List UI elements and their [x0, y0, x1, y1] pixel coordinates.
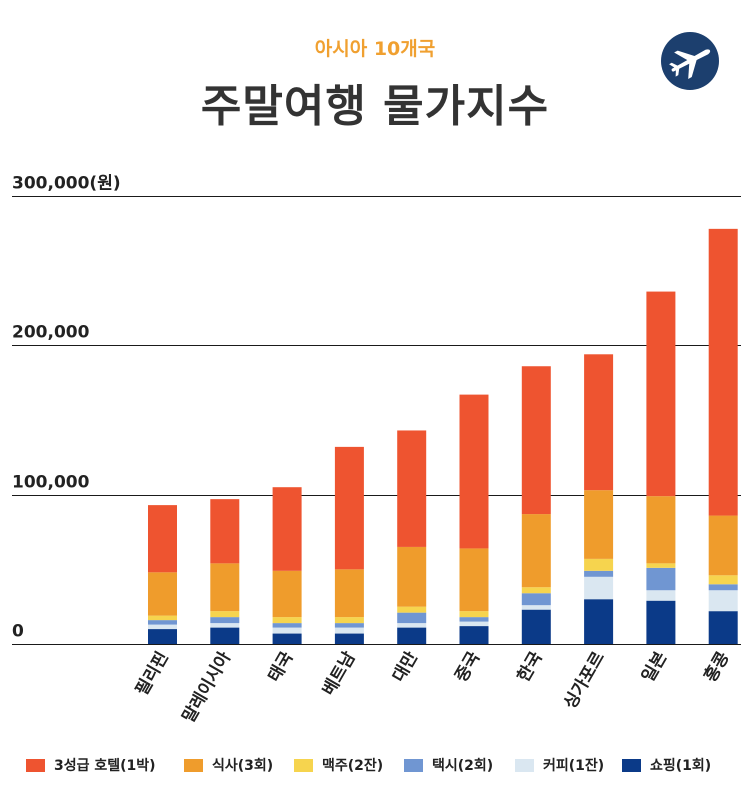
legend-label: 맥주(2잔)	[322, 758, 384, 774]
bar-segment-hotel	[148, 505, 177, 573]
airplane-icon	[661, 32, 719, 90]
legend-item-taxi: 택시(2회)	[404, 755, 493, 775]
bar-segment-hotel	[459, 394, 489, 549]
bar-segment-coffee	[459, 621, 489, 627]
bar-segment-beer	[708, 575, 738, 585]
bar-segment-hotel	[708, 228, 738, 516]
bar-segment-taxi	[148, 620, 177, 625]
x-tick-label: 베트남	[319, 648, 360, 699]
bar-segment-shopping	[584, 599, 614, 644]
bar-segment-coffee	[397, 623, 427, 628]
x-tick-label: 싱가포르	[560, 648, 609, 712]
bar-segment-coffee	[708, 590, 738, 612]
bar-segment-taxi	[521, 593, 551, 606]
y-tick-label: 0	[12, 622, 24, 642]
bar-segment-shopping	[646, 600, 676, 644]
bar-segment-meal	[646, 496, 676, 564]
bar-segment-meal	[397, 546, 427, 607]
bar-segment-shopping	[708, 611, 738, 644]
bar-segment-coffee	[646, 590, 676, 601]
legend-label: 택시(2회)	[432, 758, 494, 774]
bar-segment-beer	[459, 611, 489, 618]
bar-segment-shopping	[459, 626, 489, 644]
legend-swatch-meal	[184, 758, 203, 772]
bar-segment-hotel	[646, 291, 676, 497]
bar-segment-beer	[397, 606, 427, 613]
legend-item-beer: 맥주(2잔)	[294, 755, 383, 775]
bar-segment-beer	[646, 563, 676, 568]
bar-segment-hotel	[210, 499, 240, 564]
bar-segment-taxi	[272, 623, 302, 628]
bar-segment-hotel	[521, 366, 551, 515]
bar-segment-meal	[148, 572, 177, 616]
x-tick-label: 일본	[638, 648, 671, 685]
bar-segment-shopping	[210, 627, 240, 644]
bar-segment-shopping	[272, 633, 302, 644]
bar-segment-meal	[272, 570, 302, 618]
bar-segment-hotel	[397, 430, 427, 547]
x-tick-label: 한국	[514, 648, 547, 685]
bar-segment-coffee	[210, 623, 240, 628]
bar-segment-coffee	[584, 576, 614, 600]
x-tick-label: 태국	[264, 648, 297, 685]
legend-swatch-beer	[294, 758, 313, 772]
legend-label: 커피(1잔)	[543, 758, 605, 774]
bar-segment-meal	[459, 548, 489, 612]
bar-segment-shopping	[334, 633, 364, 644]
bar-segment-meal	[708, 515, 738, 576]
legend-item-coffee: 커피(1잔)	[515, 755, 604, 775]
bar-segment-shopping	[397, 627, 427, 644]
bar-segment-hotel	[334, 446, 364, 570]
bar-segment-beer	[334, 617, 364, 624]
bar-segment-taxi	[397, 612, 427, 624]
bar-segment-hotel	[272, 487, 302, 571]
x-tick-label: 말레이시아	[178, 648, 235, 727]
x-tick-label: 중국	[451, 648, 484, 685]
bar-segment-meal	[584, 490, 614, 559]
bar-segment-taxi	[334, 623, 364, 628]
legend-item-shopping: 쇼핑(1회)	[622, 755, 711, 775]
chart-legend: 3성급 호텔(1박) 식사(3회) 맥주(2잔) 택시(2회) 커피(1잔) 쇼핑(1회)	[26, 755, 746, 779]
legend-item-meal: 식사(3회)	[184, 755, 273, 775]
bar-segment-coffee	[148, 624, 177, 630]
y-tick-label: 300,000(원)	[12, 174, 121, 194]
legend-item-hotel: 3성급 호텔(1박)	[26, 755, 156, 775]
bar-segment-meal	[334, 569, 364, 618]
legend-swatch-coffee	[515, 758, 534, 772]
legend-swatch-taxi	[404, 758, 423, 772]
bar-segment-coffee	[272, 627, 302, 634]
bar-segment-taxi	[708, 584, 738, 591]
bar-segment-coffee	[334, 627, 364, 634]
bar-segment-taxi	[210, 617, 240, 624]
bar-segment-shopping	[148, 629, 177, 644]
bar-segment-meal	[521, 514, 551, 588]
bar-segment-beer	[584, 558, 614, 571]
x-tick-label: 대만	[389, 648, 422, 685]
legend-label: 쇼핑(1회)	[650, 758, 712, 774]
legend-label: 3성급 호텔(1박)	[54, 758, 156, 774]
bar-segment-beer	[210, 611, 240, 618]
bar-segment-shopping	[521, 609, 551, 644]
bar-segment-taxi	[459, 617, 489, 622]
legend-swatch-shopping	[622, 758, 641, 772]
bar-segment-coffee	[521, 605, 551, 610]
x-tick-label: 홍콩	[700, 648, 734, 686]
bar-segment-beer	[272, 617, 302, 624]
legend-swatch-hotel	[26, 758, 45, 772]
x-tick-label: 필리핀	[132, 649, 173, 700]
chart-subtitle: 아시아 10개국	[314, 38, 436, 60]
legend-label: 식사(3회)	[212, 758, 274, 774]
y-tick-label: 200,000	[12, 323, 90, 343]
bar-segment-beer	[521, 587, 551, 594]
chart-title: 주말여행 물가지수	[200, 81, 550, 132]
bar-segment-taxi	[646, 567, 676, 591]
y-tick-label: 100,000	[12, 473, 90, 493]
bar-segment-meal	[210, 563, 240, 612]
bar-segment-beer	[148, 615, 177, 621]
stacked-bar-chart: 0 100,000 200,000 300,000(원) 필리핀 말레이시아 태국 베트남 대만…	[12, 174, 741, 727]
bar-segment-hotel	[584, 354, 614, 491]
bar-segment-taxi	[584, 570, 614, 577]
